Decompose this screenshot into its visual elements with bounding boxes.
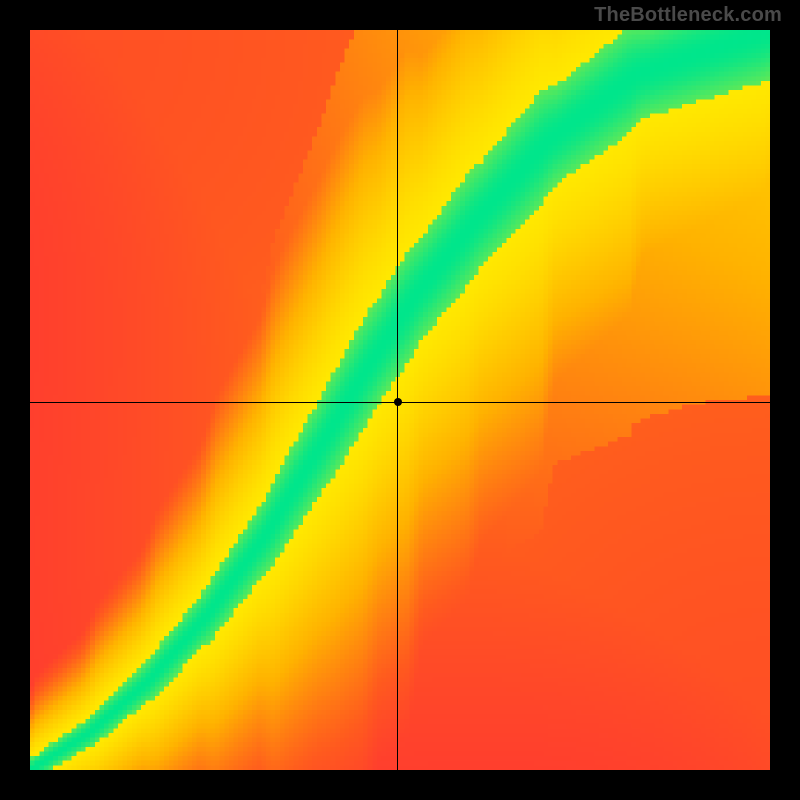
plot-frame bbox=[30, 30, 770, 770]
crosshair-dot bbox=[394, 398, 402, 406]
watermark-text: TheBottleneck.com bbox=[594, 4, 782, 27]
chart-stage: TheBottleneck.com bbox=[0, 0, 800, 800]
